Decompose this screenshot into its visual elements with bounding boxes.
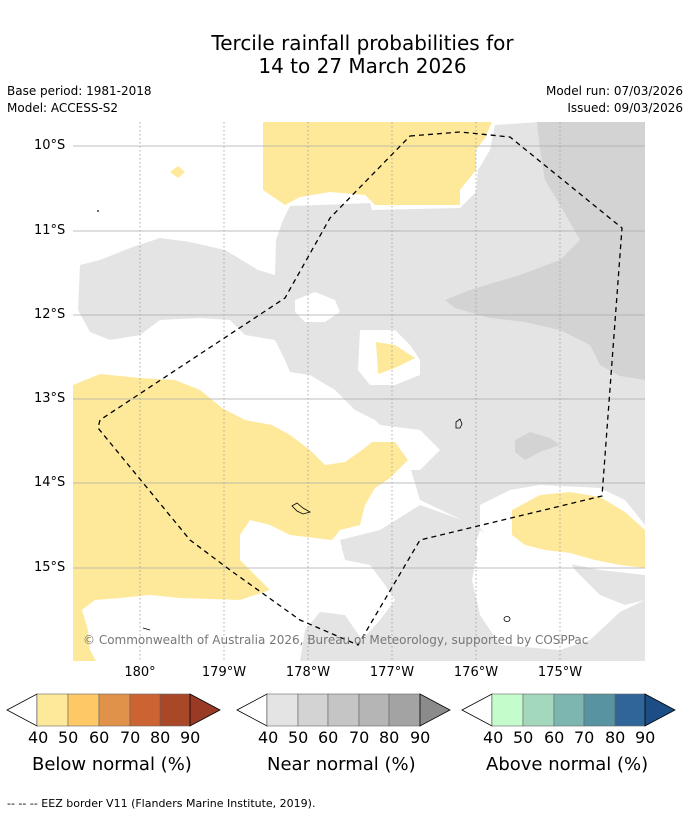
- longitude-label: 180°: [124, 665, 156, 680]
- longitude-label: 178°W: [285, 665, 331, 680]
- eez-footnote: -- -- -- EEZ border V11 (Flanders Marine…: [7, 797, 316, 810]
- colorbar-below-tick: 90: [180, 728, 201, 747]
- colorbar-below-swatch: [159, 693, 191, 727]
- colorbar-near-high-arrow: [419, 693, 451, 727]
- below-normal-region-small: [376, 342, 415, 374]
- colorbar-below-tick: 40: [28, 728, 49, 747]
- longitude-label: 176°W: [453, 665, 499, 680]
- below-normal-region-north: [263, 122, 492, 205]
- longitude-label: 175°W: [537, 665, 583, 680]
- model-run-label: Model run: 07/03/2026: [545, 84, 683, 98]
- latitude-label: 12°S: [34, 307, 66, 322]
- near-normal-region-south: [300, 505, 645, 661]
- issued-label: Issued: 09/03/2026: [567, 101, 683, 115]
- near-normal-patch-west: [342, 542, 362, 551]
- colorbar-below-swatch: [67, 693, 100, 727]
- latitude-label: 15°S: [34, 560, 66, 575]
- latitude-label: 10°S: [34, 138, 66, 153]
- colorbar-near-tick: 60: [318, 728, 339, 747]
- colorbar-above-normal: [461, 693, 676, 727]
- colorbar-below-tick: 70: [120, 728, 141, 747]
- colorbar-near-tick: 50: [288, 728, 309, 747]
- map-title-line-2: 14 to 27 March 2026: [258, 54, 467, 78]
- colorbar-below-normal: [6, 693, 221, 727]
- colorbar-near-swatch: [358, 693, 390, 727]
- below-normal-region-southeast: [512, 492, 645, 568]
- near-normal-50-region-small: [515, 432, 560, 460]
- colorbar-near-tick: 70: [349, 728, 370, 747]
- colorbar-near-title: Near normal (%): [267, 754, 416, 775]
- colorbar-below-high-arrow: [189, 693, 221, 727]
- colorbar-below-tick: 50: [58, 728, 79, 747]
- colorbar-near-normal: [236, 693, 451, 727]
- colorbar-below-tick: 80: [150, 728, 171, 747]
- colorbar-below-swatch: [129, 693, 161, 727]
- island-dot-north: [97, 210, 99, 212]
- colorbar-above-tick: 90: [635, 728, 656, 747]
- colorbar-above-tick: 50: [513, 728, 534, 747]
- colorbar-above-swatch: [522, 693, 555, 727]
- meridians: [139, 122, 561, 661]
- island-wallis: [455, 418, 463, 429]
- gridlines: [73, 145, 645, 569]
- island-futuna: [291, 502, 312, 515]
- colorbar-above-tick: 60: [544, 728, 565, 747]
- colorbar-above-swatch: [614, 693, 646, 727]
- colorbar-above-swatch: [553, 693, 585, 727]
- near-normal-50-region-east: [445, 122, 645, 380]
- model-label: Model: ACCESS-S2: [7, 101, 119, 115]
- eez-border: [97, 131, 623, 646]
- latitude-label: 11°S: [34, 223, 66, 238]
- colorbar-above-tick: 40: [483, 728, 504, 747]
- longitude-label: 179°W: [201, 665, 247, 680]
- map-copyright: © Commonwealth of Australia 2026, Bureau…: [83, 633, 589, 647]
- colorbar-below-swatch: [98, 693, 131, 727]
- colorbar-near-swatch: [388, 693, 421, 727]
- latitude-label: 14°S: [34, 475, 66, 490]
- colorbar-below-low-arrow: [6, 693, 38, 727]
- colorbar-above-tick: 70: [574, 728, 595, 747]
- colorbar-above-tick: 80: [605, 728, 626, 747]
- colorbar-above-title: Above normal (%): [486, 754, 649, 775]
- below-normal-region-west: [73, 374, 408, 661]
- colorbar-below-swatch: [36, 693, 69, 727]
- island-small-south: [503, 616, 511, 622]
- colorbar-above-high-arrow: [644, 693, 676, 727]
- base-period-label: Base period: 1981-2018: [7, 84, 152, 98]
- colorbar-above-swatch: [583, 693, 616, 727]
- colorbar-near-swatch: [297, 693, 329, 727]
- colorbar-above-swatch: [491, 693, 524, 727]
- island-small-west: [142, 627, 151, 631]
- colorbar-near-tick: 80: [379, 728, 400, 747]
- colorbar-below-title: Below normal (%): [32, 754, 192, 775]
- colorbar-below-tick: 60: [89, 728, 110, 747]
- colorbar-near-low-arrow: [236, 693, 268, 727]
- map-title-line-1: Tercile rainfall probabilities for: [211, 31, 514, 55]
- colorbar-near-tick: 90: [410, 728, 431, 747]
- colorbar-above-low-arrow: [461, 693, 493, 727]
- colorbar-near-swatch: [266, 693, 299, 727]
- below-normal-region-dot: [170, 166, 185, 178]
- no-signal-hole-1: [295, 292, 340, 322]
- colorbar-near-swatch: [327, 693, 360, 727]
- colorbar-near-tick: 40: [258, 728, 279, 747]
- latitude-label: 13°S: [34, 391, 66, 406]
- longitude-label: 177°W: [369, 665, 415, 680]
